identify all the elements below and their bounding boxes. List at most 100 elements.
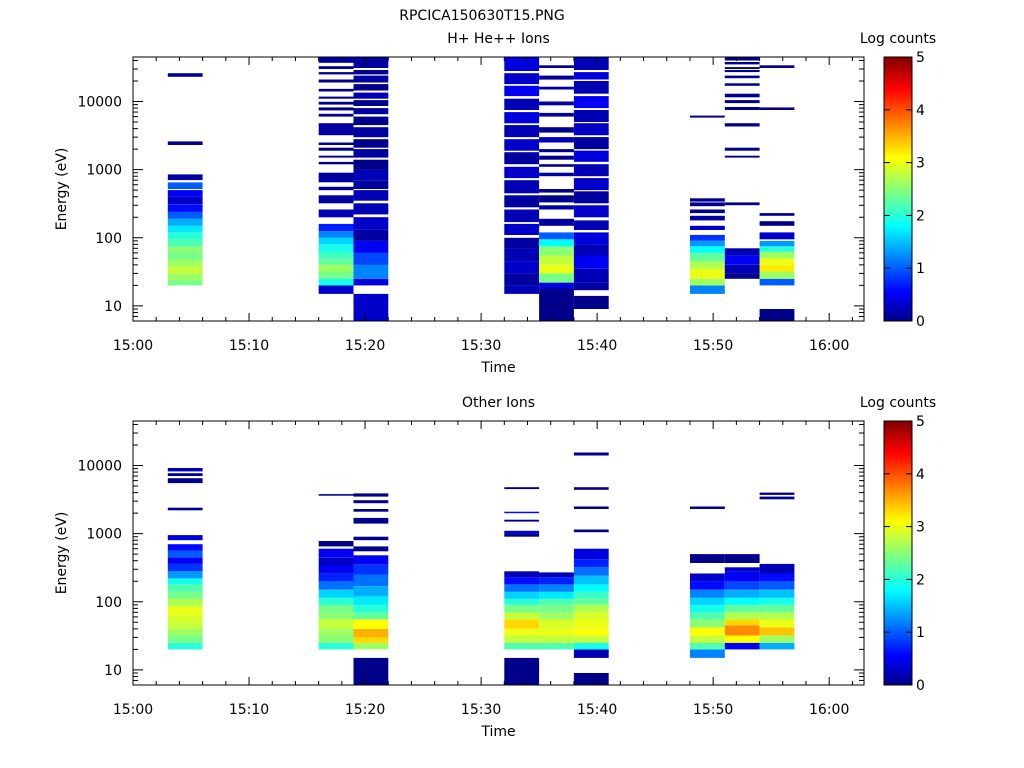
spectrogram-bin (690, 635, 725, 643)
spectrogram-bin (759, 581, 795, 590)
colorbar-tick-label: 3 (916, 156, 925, 172)
spectrogram-bin (318, 264, 354, 272)
spectrogram-bin (690, 285, 725, 294)
spectrogram-bin (539, 86, 574, 90)
x-tick-label: 15:30 (461, 702, 501, 718)
spectrogram-bin (690, 612, 725, 620)
spectrogram-bin (318, 565, 354, 574)
spectrogram-bin (504, 166, 540, 179)
spectrogram-bin (318, 186, 354, 191)
spectrogram-bin (353, 169, 389, 181)
spectrogram-bin (724, 155, 760, 158)
y-tick-label: 10 (104, 663, 122, 679)
spectrogram-bin (167, 141, 203, 145)
spectrogram-bin (573, 57, 609, 70)
spectrogram-bin (759, 627, 795, 636)
spectrogram-bin (504, 180, 540, 194)
spectrogram-bin (504, 511, 540, 514)
spectrogram-bin (504, 584, 540, 592)
spectrogram-bin (167, 642, 203, 650)
colorbar-tick-label: 3 (916, 520, 925, 536)
spectrogram-bin (724, 571, 760, 582)
spectrogram-bin (759, 213, 795, 216)
spectrogram-bin (724, 554, 760, 563)
spectrogram-bin (573, 268, 609, 283)
spectrogram-bin (167, 478, 203, 484)
spectrogram-bin (504, 125, 540, 138)
spectrogram-bin (724, 619, 760, 626)
spectrogram-bin (539, 232, 574, 240)
spectrogram-bin (539, 584, 574, 592)
spectrogram-bin (504, 73, 540, 85)
spectrogram-bin (318, 231, 354, 238)
spectrogram-bin (724, 612, 760, 620)
spectrogram-bin (353, 546, 389, 552)
colorbar-tick-label: 5 (916, 50, 925, 66)
spectrogram-bin (690, 209, 725, 214)
spectrogram-bin (724, 57, 760, 61)
spectrogram-bin (353, 619, 389, 629)
spectrogram-bin (353, 230, 389, 241)
spectrogram-bin (504, 530, 540, 534)
spectrogram-bin (318, 258, 354, 265)
spectrogram-bin (504, 223, 540, 235)
colorbar-tick-label: 0 (916, 678, 925, 694)
spectrogram-bin (573, 96, 609, 109)
spectrogram-bin (573, 295, 609, 309)
spectrogram-bin (539, 619, 574, 629)
spectrogram-bin (573, 598, 609, 605)
spectrogram-bin (318, 107, 354, 111)
spectrogram-bin (167, 507, 203, 511)
spectrogram-bin (759, 221, 795, 226)
spectrogram-bin (504, 261, 540, 274)
spectrogram-bin (573, 649, 609, 658)
y-tick-label: 10000 (77, 459, 122, 475)
spectrogram-bin (353, 149, 389, 158)
spectrogram-bin (573, 673, 609, 685)
spectrogram-bin (759, 597, 795, 605)
spectrogram-bin (504, 628, 540, 636)
spectrogram-bin (353, 293, 389, 321)
panel-title: H+ He++ Ions (447, 31, 550, 47)
spectrogram-bin (353, 612, 389, 620)
spectrogram-bin (504, 619, 540, 629)
x-tick-label: 15:20 (345, 702, 385, 718)
spectrogram-bin (539, 137, 574, 143)
spectrogram-bin (759, 496, 795, 500)
spectrogram-bin (573, 255, 609, 269)
spectrogram-bin (167, 635, 203, 643)
spectrogram-bin (504, 285, 540, 294)
spectrogram-bin (318, 548, 354, 558)
spectrogram-bin (318, 251, 354, 259)
spectrogram-bin (539, 164, 574, 167)
spectrogram-bin (724, 147, 760, 151)
spectrogram-bin (167, 622, 203, 629)
spectrogram-bin (167, 252, 203, 260)
spectrogram-bin (690, 246, 725, 253)
x-tick-label: 16:00 (809, 702, 849, 718)
spectrogram-bin (504, 237, 540, 249)
x-tick-label: 15:00 (113, 338, 153, 354)
spectrogram-bin (318, 573, 354, 582)
spectrogram-bin (724, 264, 760, 274)
spectrogram-bin (318, 209, 354, 218)
spectrogram-bin (167, 218, 203, 226)
spectrogram-bin (504, 112, 540, 124)
spectrogram-bin (759, 573, 795, 582)
spectrogram-bin (724, 597, 760, 605)
spectrogram-bin (504, 98, 540, 110)
spectrogram-bin (318, 271, 354, 279)
spectrogram-bin (724, 75, 760, 79)
spectrogram-bin (353, 100, 389, 106)
spectrogram-bin (318, 628, 354, 636)
spectrogram-bin (539, 195, 574, 203)
x-tick-label: 15:40 (577, 338, 617, 354)
colorbar-tick-label: 1 (916, 625, 925, 641)
spectrogram-bin (318, 57, 354, 63)
plot-frame (132, 56, 865, 322)
spectrogram-bin (539, 205, 574, 210)
spectrogram-bin (690, 278, 725, 286)
spectrogram-bin (353, 596, 389, 605)
spectrogram-bin (318, 223, 354, 232)
spectrogram-bin (353, 555, 389, 565)
